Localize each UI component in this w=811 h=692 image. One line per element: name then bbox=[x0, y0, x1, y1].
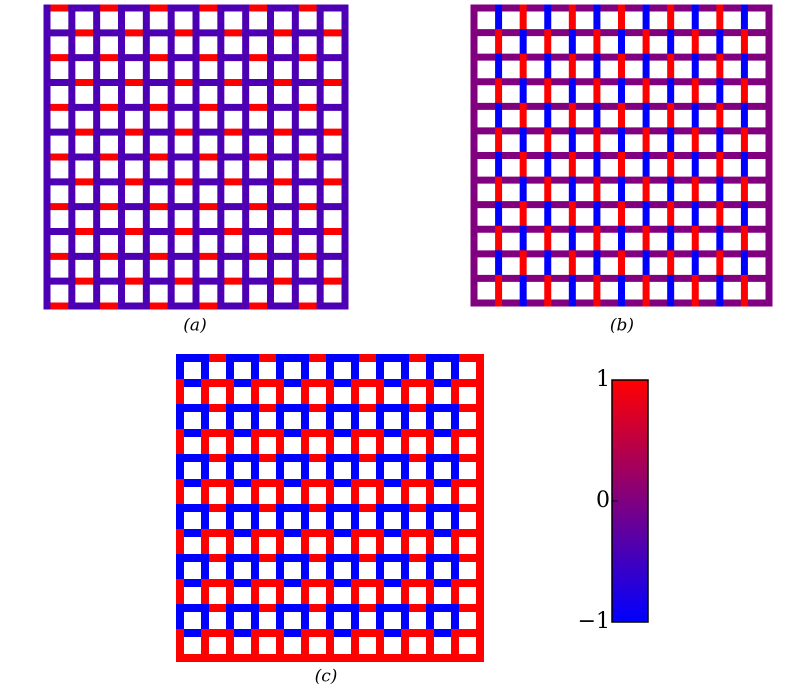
tick-label: −1 bbox=[578, 609, 610, 634]
tick-label: 0 bbox=[596, 488, 610, 513]
lattice-c bbox=[176, 354, 484, 662]
panel-label: (c) bbox=[315, 667, 338, 687]
lattice-a bbox=[43, 4, 349, 310]
lattice-b bbox=[470, 4, 773, 307]
panel-label: (b) bbox=[610, 316, 634, 336]
panel-label: (a) bbox=[183, 316, 206, 336]
tick-label: 1 bbox=[596, 367, 610, 392]
colorbar-ticks: −1 0 1 bbox=[578, 367, 618, 634]
